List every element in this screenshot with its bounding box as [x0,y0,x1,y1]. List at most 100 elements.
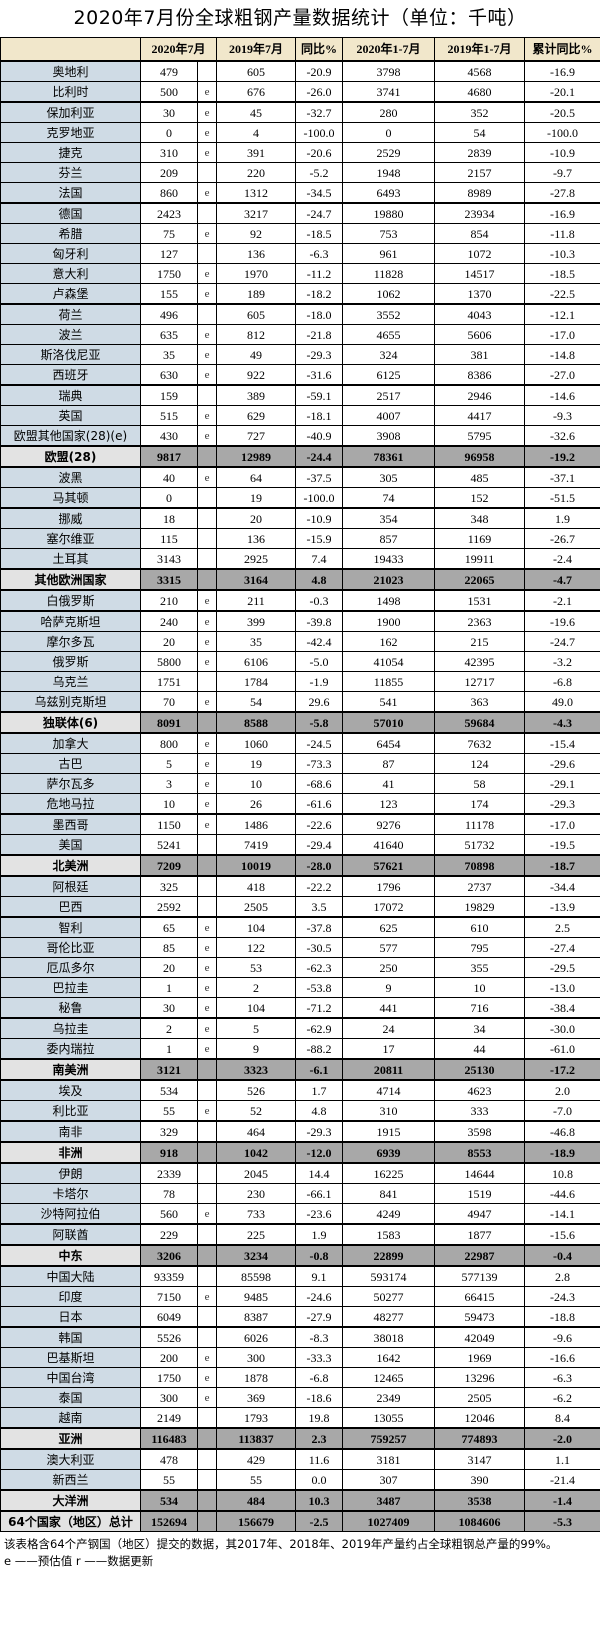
value-2019-jul: 389 [216,384,297,406]
value-2020-jul: 1750 [140,263,198,284]
row-name: 捷克 [0,142,141,163]
estimate-flag: e [196,263,218,284]
yoy-pct: -62.3 [295,957,344,978]
table-row: 乌拉圭 2 e 5 -62.9 24 34 -30.0 [0,1017,600,1039]
value-2020-jul: 329 [140,1120,198,1143]
value-2019-ytd: 13296 [434,1367,526,1388]
table-row: 俄罗斯 5800 e 6106 -5.0 41054 42395 -3.2 [0,651,600,672]
value-2019-ytd: 44 [434,1038,526,1060]
yoy-pct: -23.6 [295,1203,344,1225]
value-2019-ytd: 2946 [434,384,526,406]
value-2020-jul: 159 [140,384,198,406]
subtotal-row: 大洋洲 534 484 10.3 3487 3538 -1.4 [0,1489,600,1512]
table-row: 欧盟其他国家(28)(e) 430 e 727 -40.9 3908 5795 -32.6 [0,425,600,447]
ytd-yoy-pct: -12.1 [524,303,600,325]
estimate-flag: e [196,142,218,163]
table-row: 伊朗 2339 2045 14.4 16225 14644 10.8 [0,1162,600,1184]
ytd-yoy-pct: -15.6 [524,1223,600,1246]
ytd-yoy-pct: -61.0 [524,1038,600,1060]
value-2020-jul: 800 [140,732,198,754]
value-2020-ytd: 1062 [342,283,436,305]
value-2019-ytd: 14644 [434,1162,526,1184]
table-row: 中国大陆 93359 85598 9.1 593174 577139 2.8 [0,1265,600,1287]
table-row: 加拿大 800 e 1060 -24.5 6454 7632 -15.4 [0,732,600,754]
table-row: 秘鲁 30 e 104 -71.2 441 716 -38.4 [0,997,600,1019]
value-2019-jul: 676 [216,81,297,103]
value-2020-ytd: 9276 [342,813,436,835]
row-name: 沙特阿拉伯 [0,1203,141,1225]
ytd-yoy-pct: -19.6 [524,610,600,632]
row-name: 其他欧洲国家 [0,568,141,591]
ytd-yoy-pct: -29.5 [524,957,600,978]
value-2019-ytd: 19829 [434,896,526,918]
value-2020-jul: 1751 [140,671,198,692]
header-row: 2020年7月 2019年7月 同比% 2020年1-7月 2019年1-7月 … [0,37,600,62]
table-row: 比利时 500 e 676 -26.0 3741 4680 -20.1 [0,81,600,103]
value-2019-ytd: 2839 [434,142,526,163]
estimate-flag [196,1120,218,1143]
ytd-yoy-pct: -4.3 [524,711,600,734]
header-2020-jul: 2020年7月 [139,37,218,62]
header-2019-ytd: 2019年1-7月 [434,37,526,62]
ytd-yoy-pct: -17.0 [524,813,600,835]
value-2020-jul: 1 [140,1038,198,1060]
value-2020-ytd: 48277 [342,1306,436,1328]
ytd-yoy-pct: -44.6 [524,1183,600,1204]
value-2020-jul: 500 [140,81,198,103]
yoy-pct: -37.8 [295,916,344,938]
value-2020-jul: 55 [140,1469,198,1491]
ytd-yoy-pct: -24.7 [524,631,600,652]
yoy-pct: -11.2 [295,263,344,284]
row-name: 卢森堡 [0,283,141,305]
value-2020-jul: 35 [140,344,198,365]
subtotal-row: 中东 3206 3234 -0.8 22899 22987 -0.4 [0,1244,600,1267]
value-2019-jul: 1486 [216,813,297,835]
value-2019-ytd: 12717 [434,671,526,692]
row-name: 阿联酋 [0,1223,141,1246]
table-row: 美国 5241 7419 -29.4 41640 51732 -19.5 [0,834,600,856]
yoy-pct: -24.7 [295,202,344,224]
ytd-yoy-pct: -5.3 [524,1510,600,1532]
value-2020-ytd: 1915 [342,1120,436,1143]
value-2020-jul: 2339 [140,1162,198,1184]
yoy-pct: -42.4 [295,631,344,652]
value-2020-jul: 496 [140,303,198,325]
value-2019-ytd: 19911 [434,548,526,570]
value-2019-ytd: 381 [434,344,526,365]
row-name: 比利时 [0,81,141,103]
estimate-flag: e [196,916,218,938]
row-name: 奥地利 [0,60,141,82]
row-name: 中国台湾 [0,1367,141,1388]
value-2019-ytd: 8386 [434,364,526,386]
ytd-yoy-pct: -32.6 [524,425,600,447]
value-2020-jul: 116483 [140,1427,198,1450]
value-2020-ytd: 57010 [342,711,436,734]
value-2020-ytd: 1027409 [342,1510,436,1532]
value-2020-jul: 155 [140,283,198,305]
table-row: 马其顿 0 19 -100.0 74 152 -51.5 [0,487,600,509]
yoy-pct: 9.1 [295,1265,344,1287]
value-2019-jul: 4 [216,122,297,143]
value-2019-ytd: 7632 [434,732,526,754]
yoy-pct: -31.6 [295,364,344,386]
value-2020-ytd: 541 [342,691,436,713]
row-name: 斯洛伐尼亚 [0,344,141,365]
value-2019-jul: 220 [216,162,297,183]
estimate-flag [196,548,218,570]
value-2019-ytd: 70898 [434,854,526,877]
value-2020-ytd: 19433 [342,548,436,570]
table-row: 希腊 75 e 92 -18.5 753 854 -11.8 [0,223,600,244]
table-row: 克罗地亚 0 e 4 -100.0 0 54 -100.0 [0,122,600,143]
value-2019-jul: 429 [216,1448,297,1470]
ytd-yoy-pct: 2.8 [524,1265,600,1287]
estimate-flag: e [196,81,218,103]
value-2019-ytd: 795 [434,937,526,958]
yoy-pct: -33.3 [295,1347,344,1368]
yoy-pct: -20.6 [295,142,344,163]
value-2020-ytd: 307 [342,1469,436,1491]
value-2020-ytd: 1498 [342,589,436,612]
row-name: 欧盟(28) [0,445,141,468]
estimate-flag [196,1326,218,1348]
value-2019-ytd: 3598 [434,1120,526,1143]
value-2020-jul: 630 [140,364,198,386]
